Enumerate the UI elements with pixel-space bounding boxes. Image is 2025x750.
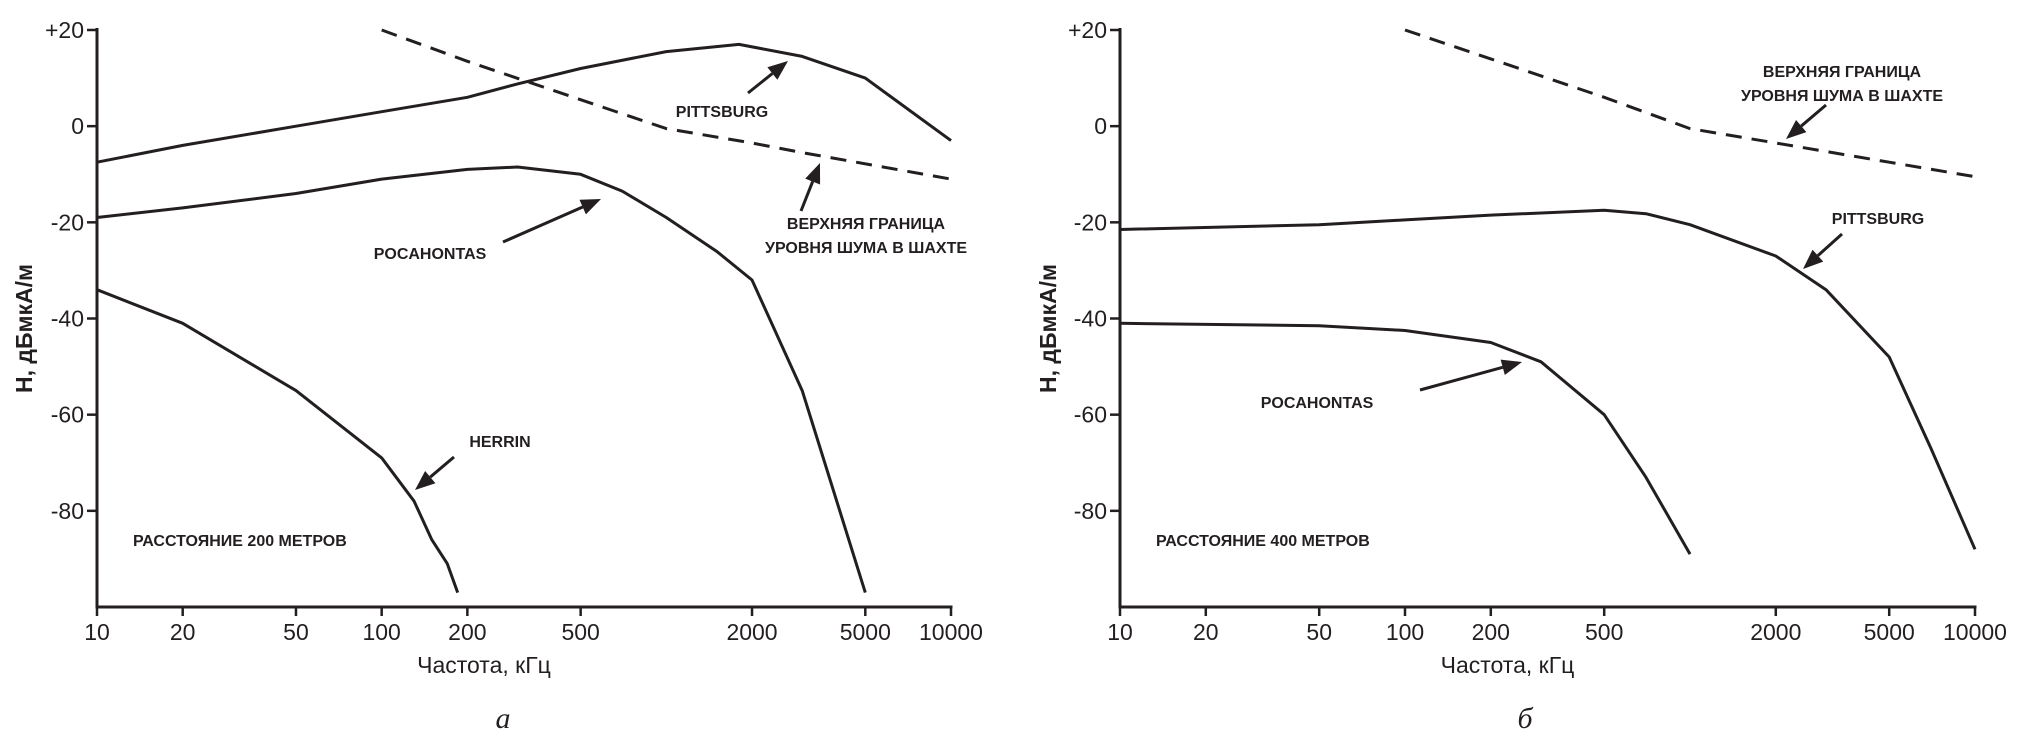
- x-tick-label: 5000: [1864, 619, 1915, 645]
- series-line-pocahontas: [96, 165, 867, 594]
- arrow-head-icon: [1803, 249, 1824, 269]
- x-tick-label: 20: [1193, 619, 1219, 645]
- y-tick-label: -60: [51, 402, 84, 428]
- x-tick-label: 50: [283, 619, 309, 645]
- annotation: PITTSBURG: [1803, 211, 1924, 269]
- y-axis-label: H, дБмкА/м: [1035, 264, 1061, 393]
- y-tick-label: -20: [1074, 209, 1107, 235]
- arrow-head-icon: [1500, 359, 1522, 376]
- arrow-head-icon: [1786, 119, 1807, 139]
- y-tick-label: -40: [51, 306, 84, 332]
- annotation-label: PITTSBURG: [676, 104, 768, 121]
- arrow-head-icon: [579, 199, 601, 215]
- x-axis-label: Частота, кГц: [417, 652, 551, 678]
- annotation-label: POCAHONTAS: [1261, 395, 1374, 412]
- annotation-label: УРОВНЯ ШУМА В ШАХТЕ: [1741, 88, 1943, 105]
- panel-caption: а: [496, 702, 511, 735]
- x-tick-label: 10: [1107, 619, 1133, 645]
- arrow-head-icon: [767, 61, 788, 80]
- x-tick-label: 200: [448, 619, 486, 645]
- y-tick-label: +20: [1068, 17, 1107, 43]
- arrow-line: [1816, 232, 1844, 257]
- series-line-noise-limit: [381, 28, 952, 181]
- arrow-line: [502, 205, 584, 244]
- series-line-pocahontas: [1119, 321, 1692, 555]
- arrow-line: [799, 181, 815, 212]
- y-tick-label: 0: [71, 113, 84, 139]
- distance-note: РАССТОЯНИЕ 200 МЕТРОВ: [133, 533, 347, 550]
- annotation-label: УРОВНЯ ШУМА В ШАХТЕ: [765, 240, 967, 257]
- y-tick-label: -80: [51, 498, 84, 524]
- chart-panel-b: +20 0 -20 -40 -60 -80 10 20 50 100 200 500 2000 5000 1…: [1035, 17, 2007, 735]
- arrow-line: [1419, 365, 1504, 392]
- annotation: POCAHONTAS: [1261, 359, 1522, 412]
- x-axis-label: Частота, кГц: [1441, 652, 1575, 678]
- y-tick-label: -60: [1074, 402, 1107, 428]
- annotation: ВЕРХНЯЯ ГРАНИЦА УРОВНЯ ШУМА В ШАХТЕ: [765, 163, 967, 257]
- x-tick-label: 100: [1386, 619, 1424, 645]
- y-tick-label: +20: [45, 17, 84, 43]
- panel-caption: б: [1517, 702, 1533, 735]
- x-tick-label: 2000: [1750, 619, 1801, 645]
- x-tick-label: 100: [362, 619, 400, 645]
- y-axis-label: H, дБмкА/м: [11, 264, 37, 393]
- x-tick-label: 2000: [726, 619, 777, 645]
- arrow-line: [747, 72, 774, 95]
- annotation-label: HERRIN: [469, 434, 530, 451]
- chart-panel-a: +20 0 -20 -40 -60 -80 10 20 50 100 200 500 2000 5000 1…: [11, 17, 983, 735]
- annotation: HERRIN: [415, 434, 531, 490]
- annotation: PITTSBURG: [676, 61, 788, 121]
- series-line-herrin: [96, 288, 460, 594]
- y-tick-label: -80: [1074, 498, 1107, 524]
- x-tick-label: 10000: [919, 619, 983, 645]
- y-tick-label: 0: [1094, 113, 1107, 139]
- annotation-label: POCAHONTAS: [374, 246, 487, 263]
- x-tick-label: 20: [170, 619, 196, 645]
- arrow-head-icon: [805, 163, 821, 185]
- y-tick-label: -40: [1074, 306, 1107, 332]
- x-tick-label: 10000: [1943, 619, 2007, 645]
- arrow-head-icon: [415, 470, 436, 490]
- x-tick-label: 50: [1306, 619, 1332, 645]
- annotation: POCAHONTAS: [374, 199, 601, 263]
- arrow-line: [429, 455, 455, 479]
- series-line-noise-limit: [1404, 28, 1976, 179]
- x-tick-label: 500: [1585, 619, 1623, 645]
- x-tick-label: 5000: [840, 619, 891, 645]
- distance-note: РАССТОЯНИЕ 400 МЕТРОВ: [1156, 533, 1370, 550]
- x-tick-label: 500: [561, 619, 599, 645]
- x-tick-label: 10: [84, 619, 110, 645]
- annotation: ВЕРХНЯЯ ГРАНИЦА УРОВНЯ ШУМА В ШАХТЕ: [1741, 64, 1943, 139]
- series-line-pittsburg: [96, 42, 952, 164]
- y-tick-label: -20: [51, 209, 84, 235]
- annotation-label: ВЕРХНЯЯ ГРАНИЦА: [787, 216, 946, 233]
- x-tick-label: 200: [1472, 619, 1510, 645]
- annotation-label: ВЕРХНЯЯ ГРАНИЦА: [1763, 64, 1922, 81]
- annotation-label: PITTSBURG: [1832, 211, 1924, 228]
- series-line-pittsburg: [1119, 208, 1977, 550]
- arrow-line: [1800, 103, 1827, 128]
